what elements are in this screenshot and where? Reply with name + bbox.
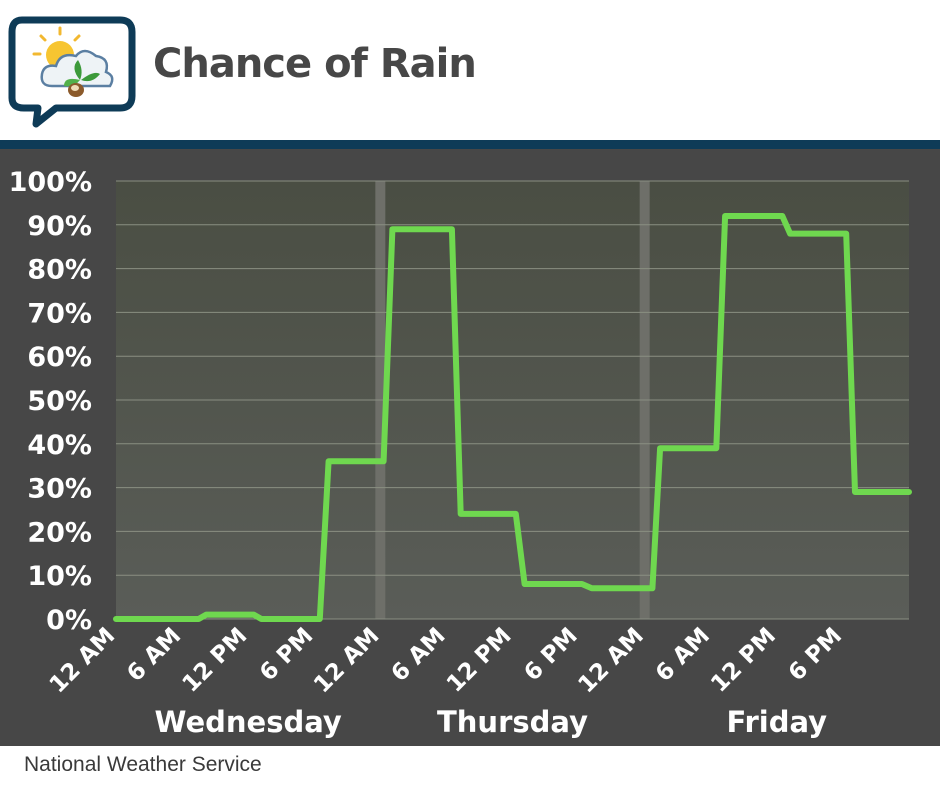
series-group <box>113 213 912 622</box>
x-tick-label: 6 PM <box>255 623 318 686</box>
weather-logo-icon <box>8 16 136 128</box>
day-label: Thursday <box>437 705 588 739</box>
source-credit: National Weather Service <box>24 753 262 776</box>
x-tick-label: 12 AM <box>573 623 648 698</box>
header: Chance of Rain <box>0 0 940 140</box>
y-tick-label: 70% <box>27 298 92 329</box>
y-axis-ticks: 0% 10% 20% 30% 40% 50% 60% 70% 80% 90% 100% <box>9 167 92 636</box>
y-tick-label: 90% <box>27 211 92 242</box>
y-tick-label: 80% <box>27 255 92 286</box>
x-tick-label: 12 AM <box>309 623 384 698</box>
header-divider <box>0 140 940 149</box>
day-label: Wednesday <box>155 705 342 739</box>
y-tick-label: 100% <box>9 167 92 198</box>
x-tick-label: 6 PM <box>519 623 582 686</box>
y-tick-label: 10% <box>27 561 92 592</box>
y-tick-label: 60% <box>27 342 92 373</box>
y-tick-label: 50% <box>27 386 92 417</box>
x-tick-label: 12 PM <box>706 623 781 698</box>
y-tick-label: 0% <box>46 605 92 636</box>
rain-chance-chart: 0%10%20%30%40%50%60%70%80%90%100% 12 AM 6… <box>9 167 912 739</box>
x-tick-label: 6 PM <box>784 623 847 686</box>
chart-panel: 0% 10% 20% 30% 40% 50% 60% 70% 80% 90% 100% 12 AM 6… <box>0 149 940 746</box>
gridlines <box>116 180 909 620</box>
day-labels: Wednesday Thursday Friday <box>155 705 828 739</box>
y-tick-label: 40% <box>27 430 92 461</box>
x-tick-label: 6 AM <box>122 623 186 687</box>
page-title: Chance of Rain <box>153 41 477 87</box>
series-line-0 <box>113 213 912 622</box>
x-tick-label: 12 PM <box>442 623 517 698</box>
day-label: Friday <box>727 705 828 739</box>
x-tick-label: 6 AM <box>387 623 451 687</box>
y-tick-label: 30% <box>27 474 92 505</box>
x-tick-label: 12 PM <box>178 623 253 698</box>
y-tick-label: 20% <box>27 517 92 548</box>
x-tick-label: 6 AM <box>651 623 715 687</box>
